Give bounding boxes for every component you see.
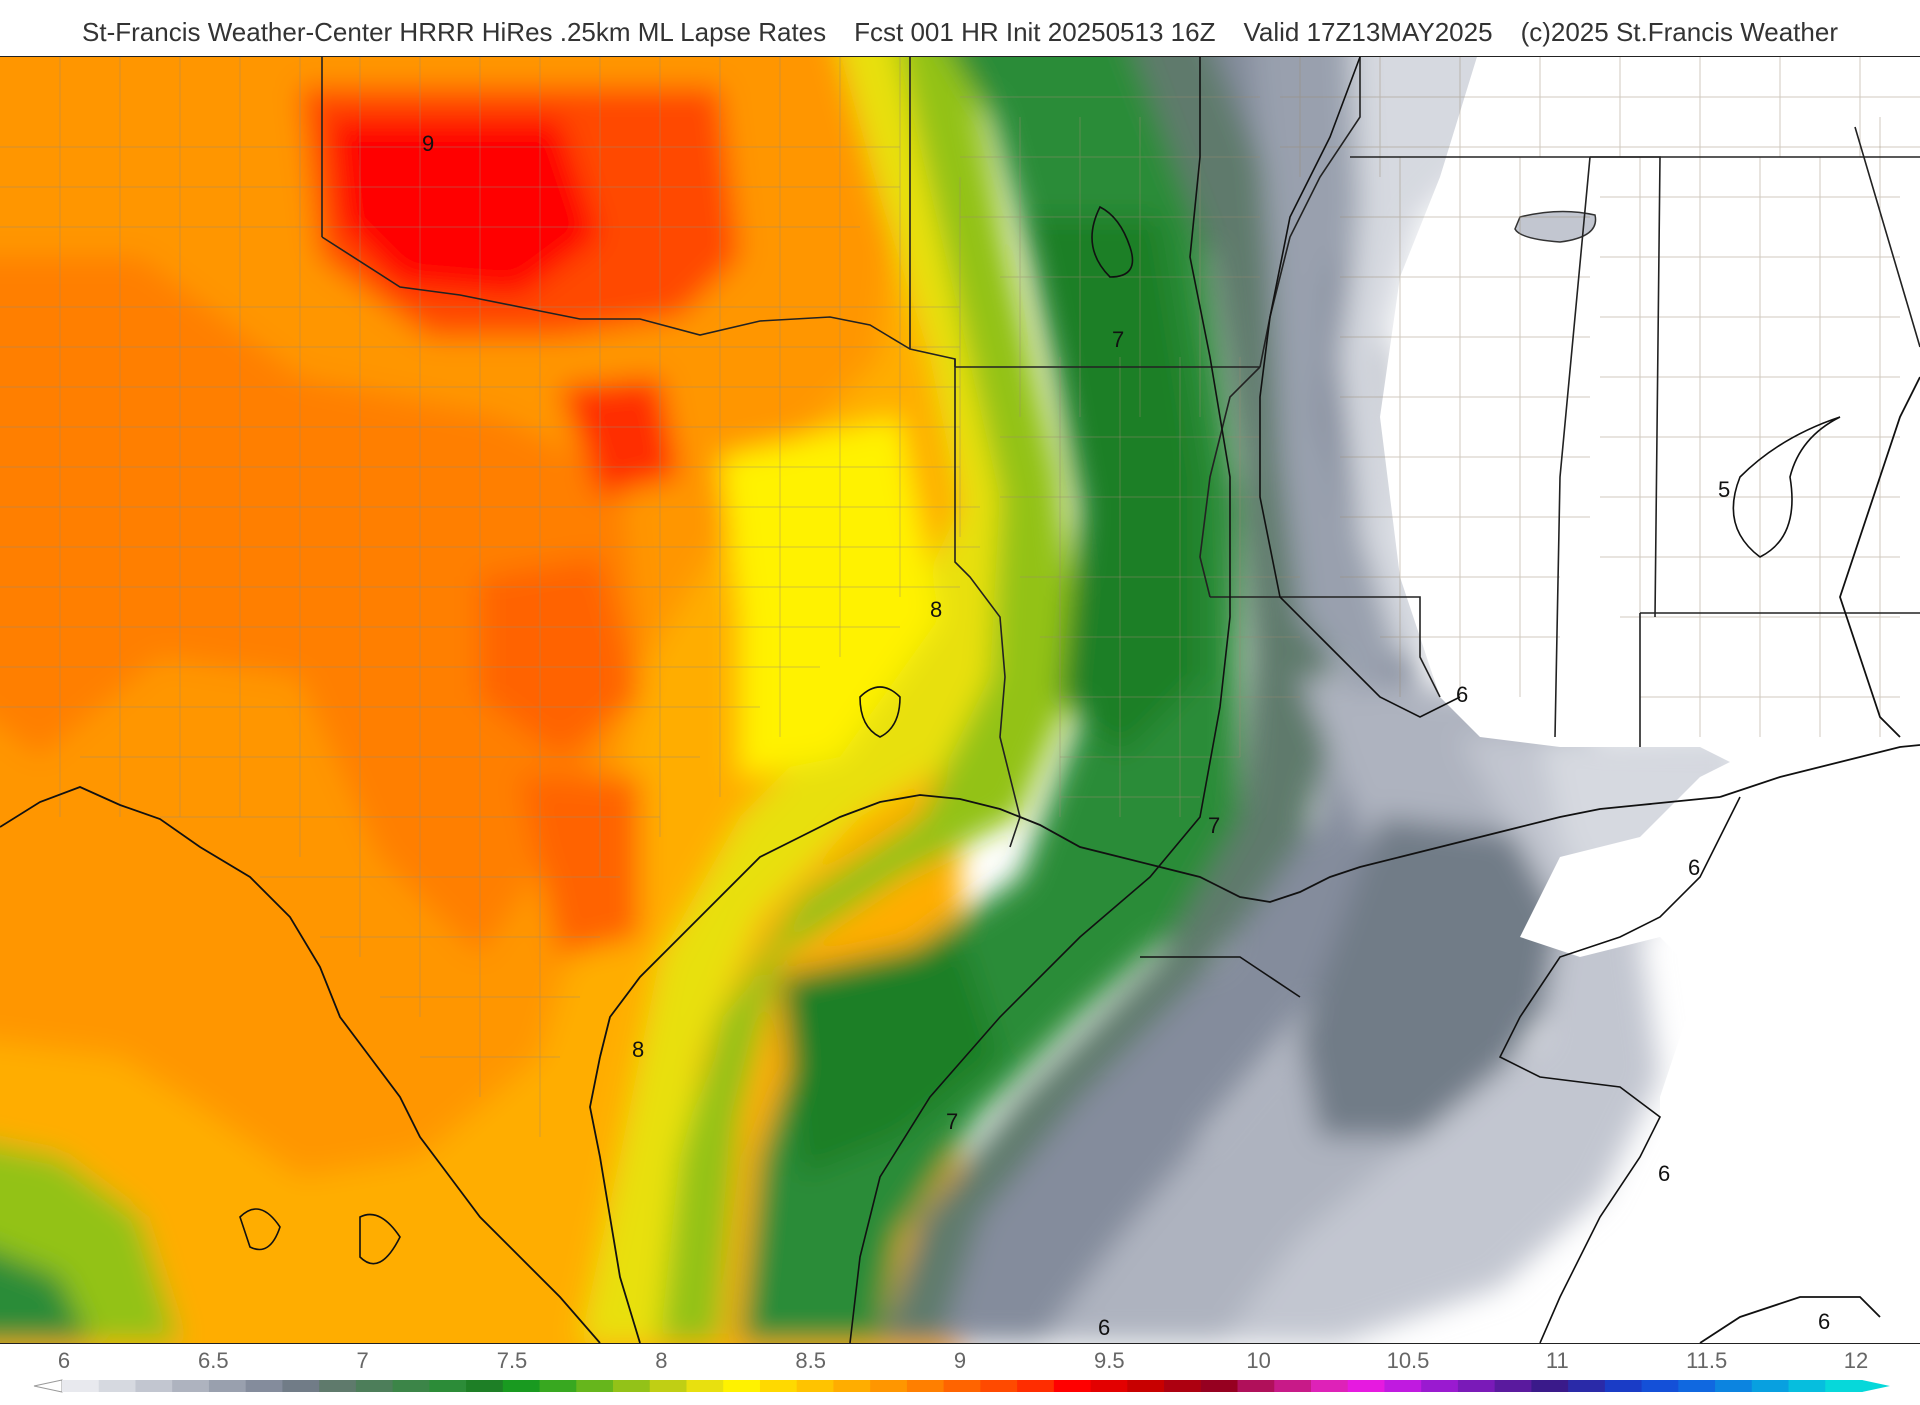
colorbar-swatch — [1127, 1380, 1165, 1392]
colorbar-swatch — [613, 1380, 651, 1392]
colorbar-ticks: 6 6.5 7 7.5 8 8.5 9 9.5 10 10.5 11 11.5 12 — [58, 1348, 1868, 1373]
contour-label: 7 — [946, 1109, 958, 1134]
colorbar-swatch — [1200, 1380, 1239, 1392]
colorbar-swatch — [723, 1380, 761, 1392]
contour-label: 8 — [930, 597, 942, 622]
colorbar-tick-label: 10 — [1246, 1348, 1270, 1373]
colorbar-swatch — [906, 1380, 945, 1392]
contour-label: 6 — [1658, 1161, 1670, 1186]
colorbar-swatch — [796, 1380, 835, 1392]
colorbar-tick-label: 7 — [357, 1348, 369, 1373]
colorbar-tick-label: 9 — [954, 1348, 966, 1373]
colorbar-swatch — [1715, 1380, 1753, 1392]
colorbar-tick-label: 9.5 — [1094, 1348, 1125, 1373]
map-canvas: 9 7 8 8 7 5 6 6 6 6 7 8 6 6 — [0, 57, 1920, 1343]
contour-label: 6 — [1456, 682, 1468, 707]
colorbar-swatch — [576, 1380, 614, 1392]
colorbar-swatch — [980, 1380, 1018, 1392]
colorbar-swatch — [1164, 1380, 1202, 1392]
title-source: St-Francis Weather-Center HRRR HiRes .25… — [82, 16, 827, 47]
below-scale-region — [1380, 57, 1920, 825]
colorbar-swatch — [1568, 1380, 1606, 1392]
colorbar-swatch — [172, 1380, 210, 1392]
colorbar-tick-label: 6.5 — [198, 1348, 229, 1373]
colorbar-swatch — [1090, 1380, 1128, 1392]
colorbar-swatch — [355, 1380, 394, 1392]
contour-label: 7 — [1112, 327, 1124, 352]
below-scale-region-south — [1520, 757, 1920, 1343]
colorbar-swatch — [1641, 1380, 1679, 1392]
colorbar-svg: 6 6.5 7 7.5 8 8.5 9 9.5 10 10.5 11 11.5 12 — [33, 1348, 1890, 1393]
colorbar-swatch — [429, 1380, 467, 1392]
colorbar-swatch — [1310, 1380, 1349, 1392]
contour-lines — [239, 57, 1841, 1343]
colorbar-tick-label: 7.5 — [497, 1348, 528, 1373]
title-forecast: Fcst 001 HR Init 20250513 16Z — [854, 16, 1216, 47]
colorbar-swatch — [686, 1380, 724, 1392]
colorbar-swatch — [282, 1380, 320, 1392]
title-copyright: (c)2025 St.Francis Weather — [1520, 16, 1838, 47]
state-borders — [321, 57, 1920, 848]
colorbar-swatch — [1053, 1380, 1092, 1392]
colorbar-swatch — [319, 1380, 357, 1392]
colorbar-swatch — [1384, 1380, 1422, 1392]
colorbar-swatch — [1457, 1380, 1496, 1392]
contour-label: 6 — [1688, 855, 1700, 880]
colorbar-swatch — [1421, 1380, 1459, 1392]
contour-label: 5 — [1718, 477, 1730, 502]
gray-blob — [1514, 210, 1597, 243]
colorbar-swatch — [1531, 1380, 1569, 1392]
colorbar-swatch — [1751, 1380, 1790, 1392]
colorbar-min-arrow — [33, 1379, 63, 1393]
colorbar-swatch — [135, 1380, 173, 1392]
contour-label-group: 9 7 8 8 7 5 6 6 6 6 7 8 6 6 — [422, 131, 1830, 1340]
colorbar-tick-label: 12 — [1844, 1348, 1868, 1373]
colorbar-swatch — [392, 1380, 430, 1392]
lapse-rate-map: 9 7 8 8 7 5 6 6 6 6 7 8 6 6 — [0, 56, 1920, 1344]
colorbar-swatch — [98, 1380, 137, 1392]
colorbar-swatch — [245, 1380, 284, 1392]
colorbar-swatch — [1237, 1380, 1275, 1392]
colorbar-tick-label: 8.5 — [795, 1348, 826, 1373]
colorbar-swatch — [539, 1380, 577, 1392]
colorbar-swatch — [870, 1380, 908, 1392]
colorbar-swatch — [1788, 1380, 1826, 1392]
colorbar-swatch — [208, 1380, 247, 1392]
map-title: St-Francis Weather-Center HRRR HiRes .25… — [0, 0, 1920, 64]
colorbar-swatch — [62, 1380, 100, 1392]
colorbar-swatch — [1678, 1380, 1716, 1392]
colorbar-swatch — [1347, 1380, 1386, 1392]
colorbar-swatch — [943, 1380, 981, 1392]
colorbar-swatches — [33, 1379, 1890, 1393]
colorbar-tick-label: 11.5 — [1686, 1348, 1727, 1373]
colorbar-swatch — [1604, 1380, 1643, 1392]
colorbar-swatch — [759, 1380, 798, 1392]
colorbar-tick-label: 6 — [58, 1348, 70, 1373]
colorbar-swatch — [833, 1380, 871, 1392]
colorbar-swatch — [1494, 1380, 1532, 1392]
contour-label: 6 — [1818, 1309, 1830, 1334]
contour-label: 9 — [422, 131, 434, 156]
colorbar-swatch — [502, 1380, 541, 1392]
colorbar-swatch — [649, 1380, 688, 1392]
colorbar-swatch — [1274, 1380, 1312, 1392]
title-valid: Valid 17Z13MAY2025 — [1243, 16, 1493, 47]
colorbar: 6 6.5 7 7.5 8 8.5 9 9.5 10 10.5 11 11.5 12 — [0, 1342, 1920, 1400]
colorbar-swatch — [466, 1380, 504, 1392]
contour-label: 8 — [632, 1037, 644, 1062]
colorbar-swatch — [1825, 1380, 1863, 1392]
colorbar-tick-label: 8 — [655, 1348, 667, 1373]
colorbar-tick-label: 10.5 — [1387, 1348, 1430, 1373]
colorbar-tick-label: 11 — [1546, 1348, 1569, 1373]
contour-label: 6 — [1098, 1315, 1110, 1340]
county-lines — [0, 57, 1920, 1137]
contour-label: 7 — [1208, 813, 1220, 838]
coastline — [0, 376, 1920, 1343]
colorbar-max-arrow — [1862, 1380, 1890, 1392]
colorbar-swatch — [1017, 1380, 1055, 1392]
